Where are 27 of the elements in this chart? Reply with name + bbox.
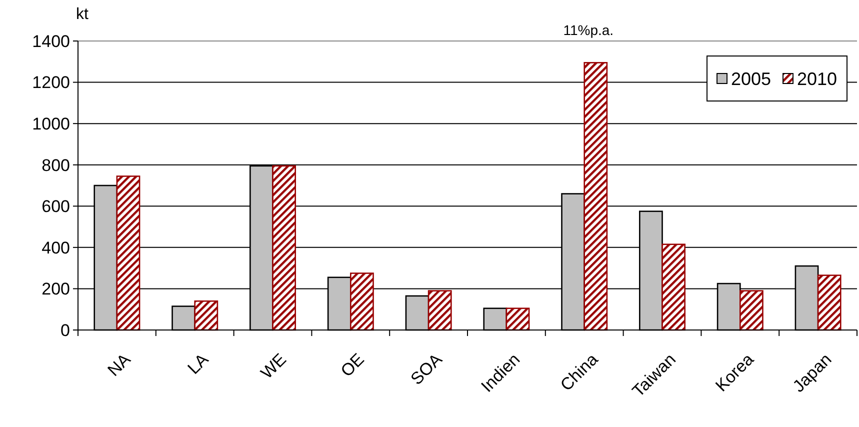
y-tick-label: 400 (42, 238, 70, 258)
bar (428, 290, 452, 331)
bar (817, 274, 842, 331)
legend-label: 2005 (731, 68, 772, 89)
y-tick-label: 600 (42, 197, 70, 216)
bar (584, 62, 608, 331)
x-tick-label: NA (104, 349, 135, 380)
bar (740, 290, 764, 331)
bar (350, 272, 374, 331)
y-tick-label: 0 (60, 320, 70, 340)
y-tick-label: 200 (42, 280, 70, 299)
y-tick-label: 1200 (32, 73, 70, 92)
x-tick-label: LA (184, 349, 213, 378)
text: 11%p.a. (563, 22, 614, 38)
y-tick-label: 1400 (32, 32, 70, 51)
x-tick-label: OE (337, 350, 368, 381)
bar (272, 165, 296, 331)
legend-label: 2010 (797, 68, 838, 89)
y-tick-label: 1000 (32, 114, 70, 134)
bar (116, 176, 140, 331)
x-tick-label: SOA (406, 349, 446, 389)
y-tick-label: 800 (42, 156, 70, 175)
bar (506, 308, 530, 331)
bar (194, 300, 218, 331)
x-tick-label: WE (257, 350, 290, 383)
y-axis-title: kt (76, 6, 89, 23)
bar (662, 244, 686, 331)
